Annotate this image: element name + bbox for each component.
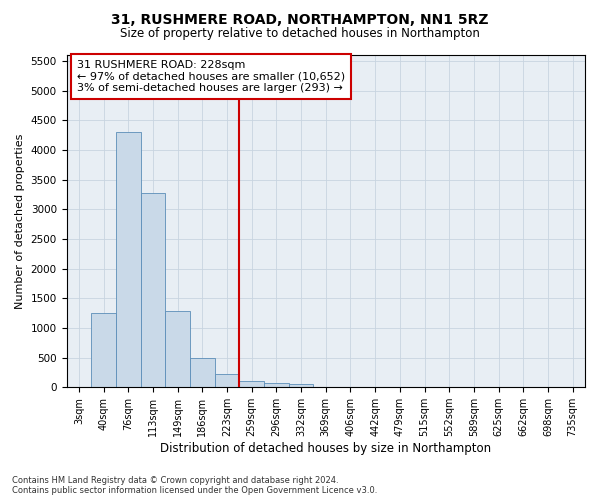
- Y-axis label: Number of detached properties: Number of detached properties: [15, 134, 25, 309]
- Text: Contains HM Land Registry data © Crown copyright and database right 2024.
Contai: Contains HM Land Registry data © Crown c…: [12, 476, 377, 495]
- Text: Size of property relative to detached houses in Northampton: Size of property relative to detached ho…: [120, 28, 480, 40]
- Bar: [165, 310, 190, 387]
- Bar: [264, 384, 289, 387]
- Bar: [140, 192, 165, 387]
- X-axis label: Distribution of detached houses by size in Northampton: Distribution of detached houses by size …: [160, 442, 491, 455]
- Bar: [289, 384, 313, 387]
- Text: 31, RUSHMERE ROAD, NORTHAMPTON, NN1 5RZ: 31, RUSHMERE ROAD, NORTHAMPTON, NN1 5RZ: [111, 12, 489, 26]
- Bar: [91, 313, 116, 387]
- Bar: [116, 132, 140, 387]
- Bar: [239, 381, 264, 387]
- Bar: [215, 374, 239, 387]
- Bar: [190, 358, 215, 387]
- Text: 31 RUSHMERE ROAD: 228sqm
← 97% of detached houses are smaller (10,652)
3% of sem: 31 RUSHMERE ROAD: 228sqm ← 97% of detach…: [77, 60, 345, 93]
